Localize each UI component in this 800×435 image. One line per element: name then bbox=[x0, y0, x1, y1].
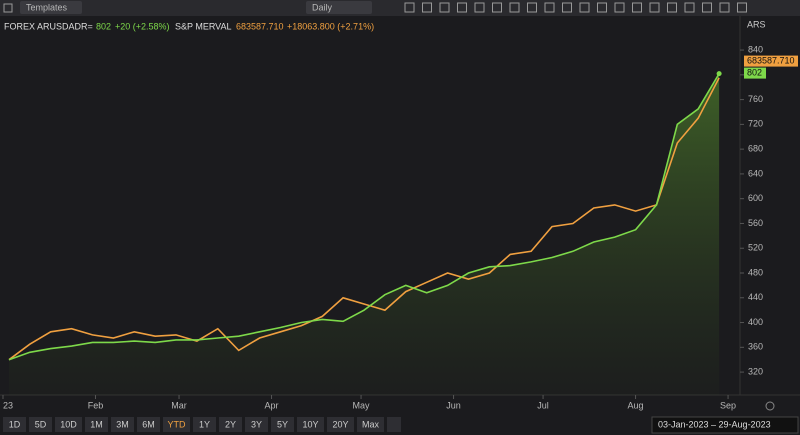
y-tick-label: 560 bbox=[748, 218, 763, 228]
toolbar bbox=[0, 0, 800, 16]
range-label: 10Y bbox=[302, 419, 318, 429]
range-button[interactable] bbox=[219, 417, 242, 432]
tool-icon[interactable] bbox=[404, 2, 415, 13]
y-tick-label: 360 bbox=[748, 342, 763, 352]
x-tick-label: May bbox=[353, 400, 371, 410]
line bbox=[8, 73, 720, 361]
tool-icon[interactable] bbox=[667, 2, 677, 13]
range-button[interactable] bbox=[271, 417, 294, 432]
tool-icon[interactable] bbox=[684, 2, 695, 13]
y-tick-label: 680 bbox=[748, 144, 763, 154]
range-button[interactable] bbox=[327, 417, 354, 432]
x-tick-label: Aug bbox=[628, 400, 644, 410]
tool-icon[interactable] bbox=[579, 2, 590, 13]
tool-icon[interactable] bbox=[439, 2, 450, 13]
y-tick-label: 480 bbox=[748, 267, 763, 277]
y-tick-label: 400 bbox=[748, 317, 763, 327]
range-button[interactable] bbox=[55, 417, 82, 432]
range-label: 3Y bbox=[251, 419, 262, 429]
range-label: 1Y bbox=[199, 419, 210, 429]
y-tick-label: 440 bbox=[748, 292, 763, 302]
last-point bbox=[716, 71, 722, 77]
area bbox=[8, 73, 720, 395]
y-tick-label: 720 bbox=[748, 119, 763, 129]
y-tick-label: 760 bbox=[748, 94, 763, 104]
date-range-box[interactable] bbox=[651, 416, 799, 434]
toolbar-icons bbox=[3, 2, 747, 13]
range-label: 5D bbox=[35, 419, 47, 429]
interval-button[interactable] bbox=[306, 1, 372, 14]
range-button[interactable] bbox=[163, 417, 190, 432]
x-tick-label: Sep bbox=[720, 400, 736, 410]
legend-change: +20 (+2.58%) bbox=[115, 21, 170, 31]
x-tick-label: Feb bbox=[88, 400, 104, 410]
tool-icon[interactable] bbox=[597, 2, 607, 13]
y-tick-label: 640 bbox=[748, 168, 763, 178]
tool-icon[interactable] bbox=[737, 2, 747, 13]
date-range: 03-Jan-2023 – 29-Aug-2023 bbox=[658, 419, 771, 429]
range-settings[interactable] bbox=[387, 417, 401, 432]
range-label: 10D bbox=[60, 419, 77, 429]
interval-label: Daily bbox=[312, 2, 333, 12]
range-label: 1M bbox=[90, 419, 103, 429]
price-badge-label: 683587.710 bbox=[747, 55, 795, 65]
range-button[interactable] bbox=[357, 417, 384, 432]
tool-icon[interactable] bbox=[562, 2, 572, 13]
range-label: 6M bbox=[142, 419, 155, 429]
tool-icon[interactable] bbox=[702, 2, 712, 13]
range-button[interactable] bbox=[111, 417, 134, 432]
range-label: 3M bbox=[116, 419, 129, 429]
range-label: 2Y bbox=[225, 419, 236, 429]
range-button[interactable] bbox=[193, 417, 216, 432]
range-button[interactable] bbox=[297, 417, 324, 432]
legend-value: 683587.710 bbox=[236, 21, 284, 31]
range-button[interactable] bbox=[3, 417, 26, 432]
x-tick-label: Apr bbox=[265, 400, 279, 410]
y-tick-label: 520 bbox=[748, 243, 763, 253]
tool-icon[interactable] bbox=[457, 2, 467, 13]
x-tick-label: Jul bbox=[537, 400, 549, 410]
y-tick-label: 320 bbox=[748, 366, 763, 376]
range-button[interactable] bbox=[245, 417, 268, 432]
y-tick-label: 600 bbox=[748, 193, 763, 203]
tool-icon[interactable] bbox=[527, 2, 537, 13]
tool-icon[interactable] bbox=[614, 2, 625, 13]
tool-icon[interactable] bbox=[509, 2, 520, 13]
legend-value: 802 bbox=[96, 21, 111, 31]
x-tick-label: 23 bbox=[3, 400, 13, 410]
legend-change: +18063.800 (+2.71%) bbox=[287, 21, 374, 31]
tool-icon[interactable] bbox=[3, 3, 13, 13]
price-badge bbox=[744, 67, 766, 79]
range-label: 1D bbox=[9, 419, 21, 429]
legend-name: FOREX ARUSDADR= bbox=[4, 21, 93, 31]
range-label: 20Y bbox=[332, 419, 348, 429]
tool-icon[interactable] bbox=[474, 2, 485, 13]
legend-name: S&P MERVAL bbox=[175, 21, 232, 31]
settings-icon[interactable] bbox=[765, 401, 775, 411]
templates-button[interactable] bbox=[20, 1, 82, 14]
line bbox=[8, 77, 720, 361]
templates-label: Templates bbox=[26, 2, 68, 12]
x-tick-label: Jun bbox=[446, 400, 461, 410]
range-button[interactable] bbox=[137, 417, 160, 432]
tool-icon[interactable] bbox=[544, 2, 555, 13]
range-label: YTD bbox=[168, 419, 187, 429]
tool-icon[interactable] bbox=[649, 2, 660, 13]
tool-icon[interactable] bbox=[632, 2, 642, 13]
x-tick-label: Mar bbox=[171, 400, 187, 410]
price-badge bbox=[744, 55, 798, 67]
range-button[interactable] bbox=[85, 417, 108, 432]
price-badge-label: 802 bbox=[747, 67, 762, 77]
tool-icon[interactable] bbox=[422, 2, 432, 13]
axis-currency[interactable]: ARS bbox=[747, 19, 766, 29]
range-button[interactable] bbox=[29, 417, 52, 432]
tool-icon[interactable] bbox=[719, 2, 730, 13]
y-tick-label: 840 bbox=[748, 44, 763, 54]
range-label: Max bbox=[362, 419, 380, 429]
tool-icon[interactable] bbox=[492, 2, 502, 13]
range-label: 5Y bbox=[277, 419, 288, 429]
